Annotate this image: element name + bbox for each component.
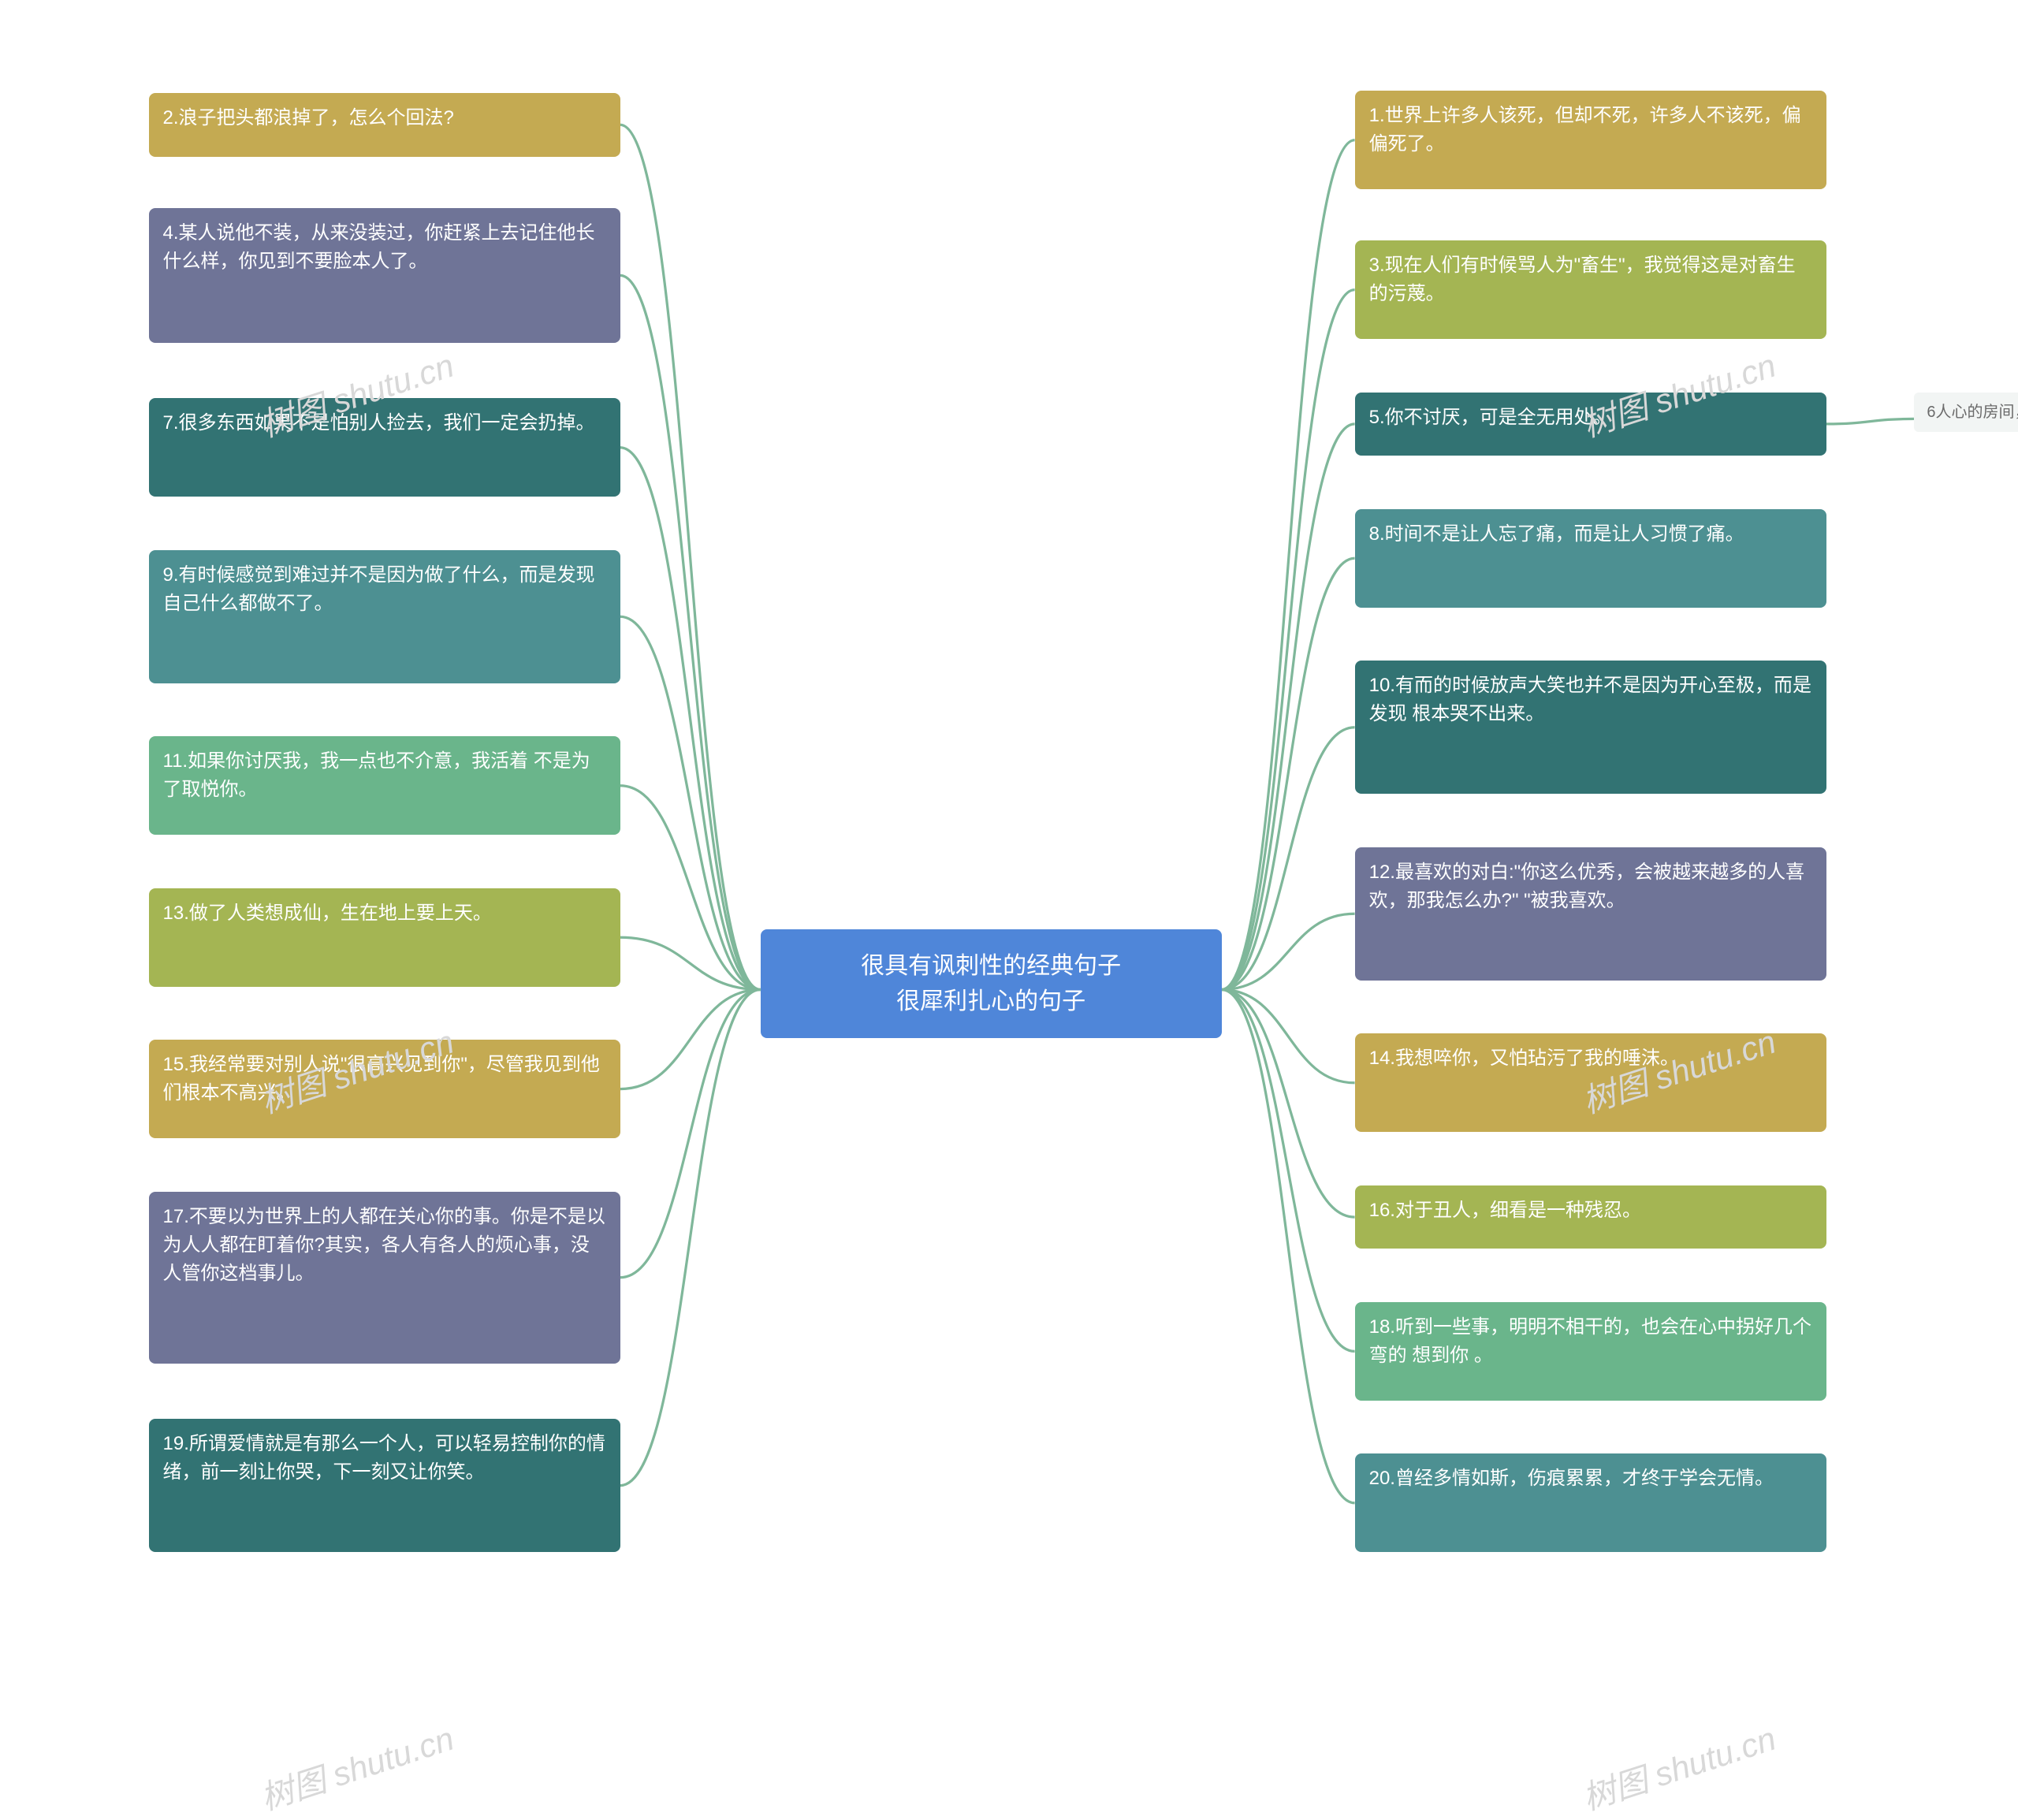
branch-node-l15[interactable]: 15.我经常要对别人说"很高兴见到你"，尽管我见到他们根本不高兴。	[149, 1040, 620, 1138]
branch-text: 4.某人说他不装，从来没装过，你赶紧上去记住他长什么样，你见到不要脸本人了。	[163, 222, 595, 272]
sub-node-r5[interactable]: 6人心的房间，比妓子旅馆里的客房还多。	[1914, 393, 2018, 432]
branch-node-l4[interactable]: 4.某人说他不装，从来没装过，你赶紧上去记住他长什么样，你见到不要脸本人了。	[149, 208, 620, 344]
branch-text: 17.不要以为世界上的人都在关心你的事。你是不是以为人人都在盯着你?其实，各人有…	[163, 1206, 605, 1284]
central-line2: 很犀利扎心的句子	[896, 988, 1085, 1014]
branch-text: 19.所谓爱情就是有那么一个人，可以轻易控制你的情绪，前一刻让你哭，下一刻又让你…	[163, 1433, 605, 1483]
branch-text: 15.我经常要对别人说"很高兴见到你"，尽管我见到他们根本不高兴。	[163, 1054, 600, 1104]
branch-text: 8.时间不是让人忘了痛，而是让人习惯了痛。	[1369, 523, 1744, 545]
branch-node-r16[interactable]: 16.对于丑人，细看是一种残忍。	[1355, 1185, 1826, 1249]
branch-node-r12[interactable]: 12.最喜欢的对白:"你这么优秀，会被越来越多的人喜欢，那我怎么办?" "被我喜…	[1355, 847, 1826, 981]
branch-node-l13[interactable]: 13.做了人类想成仙，生在地上要上天。	[149, 888, 620, 987]
branch-text: 9.有时候感觉到难过并不是因为做了什么，而是发现自己什么都做不了。	[163, 564, 595, 614]
branch-text: 20.曾经多情如斯，伤痕累累，才终于学会无情。	[1369, 1468, 1774, 1489]
branch-text: 3.现在人们有时候骂人为"畜生"，我觉得这是对畜生的污蔑。	[1369, 255, 1796, 304]
central-line1: 很具有讽刺性的经典句子	[861, 953, 1121, 979]
branch-text: 1.世界上许多人该死，但却不死，许多人不该死，偏偏死了。	[1369, 105, 1801, 154]
branch-node-r5[interactable]: 5.你不讨厌，可是全无用处。	[1355, 393, 1826, 456]
branch-text: 2.浪子把头都浪掉了，怎么个回法?	[163, 107, 454, 128]
branch-node-r10[interactable]: 10.有而的时候放声大笑也并不是因为开心至极，而是发现 根本哭不出来。	[1355, 661, 1826, 794]
branch-node-r14[interactable]: 14.我想啐你，又怕玷污了我的唾沫。	[1355, 1033, 1826, 1132]
branch-node-l11[interactable]: 11.如果你讨厌我，我一点也不介意，我活着 不是为了取悦你。	[149, 736, 620, 835]
branch-node-l19[interactable]: 19.所谓爱情就是有那么一个人，可以轻易控制你的情绪，前一刻让你哭，下一刻又让你…	[149, 1419, 620, 1552]
branch-text: 12.最喜欢的对白:"你这么优秀，会被越来越多的人喜欢，那我怎么办?" "被我喜…	[1369, 862, 1805, 911]
watermark: 树图 shutu.cn	[1576, 1712, 1782, 1820]
branch-node-l17[interactable]: 17.不要以为世界上的人都在关心你的事。你是不是以为人人都在盯着你?其实，各人有…	[149, 1192, 620, 1364]
branch-text: 13.做了人类想成仙，生在地上要上天。	[163, 903, 492, 924]
watermark: 树图 shutu.cn	[254, 1712, 460, 1820]
branch-text: 10.有而的时候放声大笑也并不是因为开心至极，而是发现 根本哭不出来。	[1369, 675, 1811, 724]
branch-text: 16.对于丑人，细看是一种残忍。	[1369, 1200, 1641, 1221]
branch-node-l9[interactable]: 9.有时候感觉到难过并不是因为做了什么，而是发现自己什么都做不了。	[149, 550, 620, 683]
branch-node-r18[interactable]: 18.听到一些事，明明不相干的，也会在心中拐好几个弯的 想到你 。	[1355, 1302, 1826, 1401]
branch-node-l2[interactable]: 2.浪子把头都浪掉了，怎么个回法?	[149, 93, 620, 157]
branch-node-r1[interactable]: 1.世界上许多人该死，但却不死，许多人不该死，偏偏死了。	[1355, 91, 1826, 189]
central-topic[interactable]: 很具有讽刺性的经典句子 很犀利扎心的句子	[761, 929, 1222, 1038]
branch-node-r3[interactable]: 3.现在人们有时候骂人为"畜生"，我觉得这是对畜生的污蔑。	[1355, 240, 1826, 339]
branch-node-l7[interactable]: 7.很多东西如果不是怕别人捡去，我们一定会扔掉。	[149, 398, 620, 497]
branch-text: 18.听到一些事，明明不相干的，也会在心中拐好几个弯的 想到你 。	[1369, 1316, 1811, 1366]
branch-text: 14.我想啐你，又怕玷污了我的唾沫。	[1369, 1048, 1679, 1069]
branch-text: 11.如果你讨厌我，我一点也不介意，我活着 不是为了取悦你。	[163, 750, 590, 800]
branch-node-r8[interactable]: 8.时间不是让人忘了痛，而是让人习惯了痛。	[1355, 509, 1826, 608]
branch-node-r20[interactable]: 20.曾经多情如斯，伤痕累累，才终于学会无情。	[1355, 1453, 1826, 1552]
sub-text: 6人心的房间，比妓子旅馆里的客房还多。	[1927, 404, 2018, 421]
branch-text: 5.你不讨厌，可是全无用处。	[1369, 407, 1612, 428]
branch-text: 7.很多东西如果不是怕别人捡去，我们一定会扔掉。	[163, 412, 595, 434]
